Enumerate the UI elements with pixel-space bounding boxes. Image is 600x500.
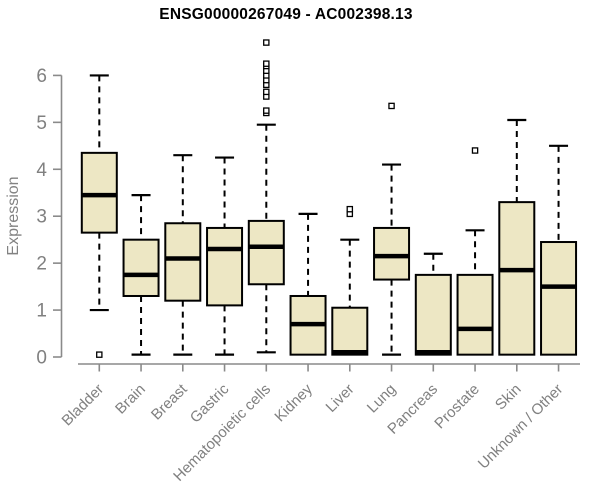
outlier-point-hematopoietic-cells bbox=[263, 88, 270, 96]
outlier-point-prostate bbox=[471, 147, 479, 154]
outlier-point-hematopoietic-cells bbox=[263, 107, 270, 114]
box-liver bbox=[331, 306, 369, 356]
box-skin bbox=[498, 201, 536, 356]
outlier-point-hematopoietic-cells bbox=[263, 39, 270, 46]
outlier-point-lung bbox=[388, 102, 395, 110]
box-gastric bbox=[206, 226, 244, 307]
category-label-brain: Brain bbox=[112, 381, 149, 418]
category-label-skin: Skin bbox=[492, 381, 525, 414]
y-axis-label: Expression bbox=[5, 176, 22, 256]
y-tick-label-0: 0 bbox=[36, 348, 47, 369]
category-label-liver: Liver bbox=[323, 381, 358, 416]
box-lung bbox=[373, 226, 411, 281]
category-label-breast: Breast bbox=[148, 380, 191, 423]
y-tick-label-1: 1 bbox=[36, 301, 47, 322]
outlier-point-liver bbox=[346, 205, 354, 213]
y-tick-label-3: 3 bbox=[36, 207, 47, 228]
y-tick-label-5: 5 bbox=[36, 113, 47, 134]
box-brain bbox=[122, 238, 160, 297]
box-prostate bbox=[456, 273, 494, 356]
y-tick-label-2: 2 bbox=[36, 254, 47, 275]
box-pancreas bbox=[414, 273, 452, 356]
category-label-bladder: Bladder bbox=[59, 381, 108, 430]
y-tick-label-6: 6 bbox=[36, 66, 47, 87]
category-label-prostate: Prostate bbox=[431, 381, 483, 433]
box-bladder bbox=[80, 151, 118, 234]
category-label-kidney: Kidney bbox=[271, 380, 316, 425]
chart-title: ENSG00000267049 - AC002398.13 bbox=[159, 6, 413, 23]
category-label-lung: Lung bbox=[364, 381, 400, 417]
outlier-point-hematopoietic-cells bbox=[263, 60, 270, 67]
box-hematopoietic-cells bbox=[247, 219, 285, 286]
box-unknown-other bbox=[540, 241, 578, 356]
outlier-point-bladder bbox=[96, 351, 103, 358]
y-tick-label-4: 4 bbox=[36, 160, 47, 181]
box-breast bbox=[164, 222, 202, 302]
